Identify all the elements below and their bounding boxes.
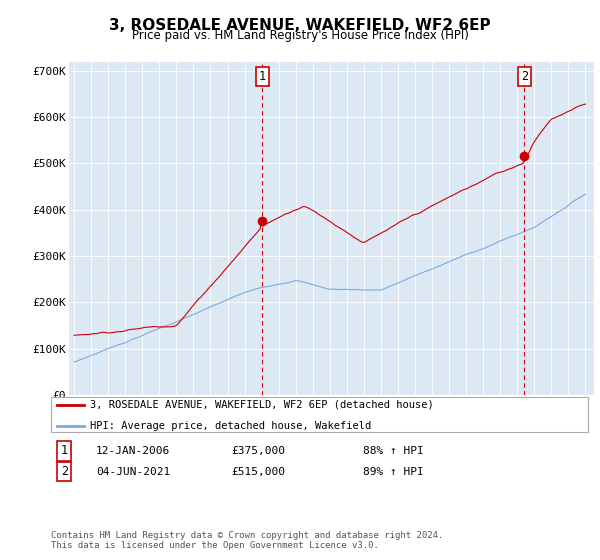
Text: 2: 2 [521, 70, 528, 83]
Text: 12-JAN-2006: 12-JAN-2006 [96, 446, 170, 456]
Text: Contains HM Land Registry data © Crown copyright and database right 2024.
This d: Contains HM Land Registry data © Crown c… [51, 530, 443, 550]
Text: 88% ↑ HPI: 88% ↑ HPI [363, 446, 424, 456]
Text: 3, ROSEDALE AVENUE, WAKEFIELD, WF2 6EP: 3, ROSEDALE AVENUE, WAKEFIELD, WF2 6EP [109, 18, 491, 33]
Text: 1: 1 [259, 70, 266, 83]
Text: 89% ↑ HPI: 89% ↑ HPI [363, 466, 424, 477]
Text: £515,000: £515,000 [231, 466, 285, 477]
Text: Price paid vs. HM Land Registry's House Price Index (HPI): Price paid vs. HM Land Registry's House … [131, 29, 469, 42]
Text: 3, ROSEDALE AVENUE, WAKEFIELD, WF2 6EP (detached house): 3, ROSEDALE AVENUE, WAKEFIELD, WF2 6EP (… [90, 400, 434, 410]
Text: £375,000: £375,000 [231, 446, 285, 456]
Text: 1: 1 [61, 444, 68, 458]
Text: 04-JUN-2021: 04-JUN-2021 [96, 466, 170, 477]
Text: HPI: Average price, detached house, Wakefield: HPI: Average price, detached house, Wake… [90, 421, 371, 431]
Text: 2: 2 [61, 465, 68, 478]
